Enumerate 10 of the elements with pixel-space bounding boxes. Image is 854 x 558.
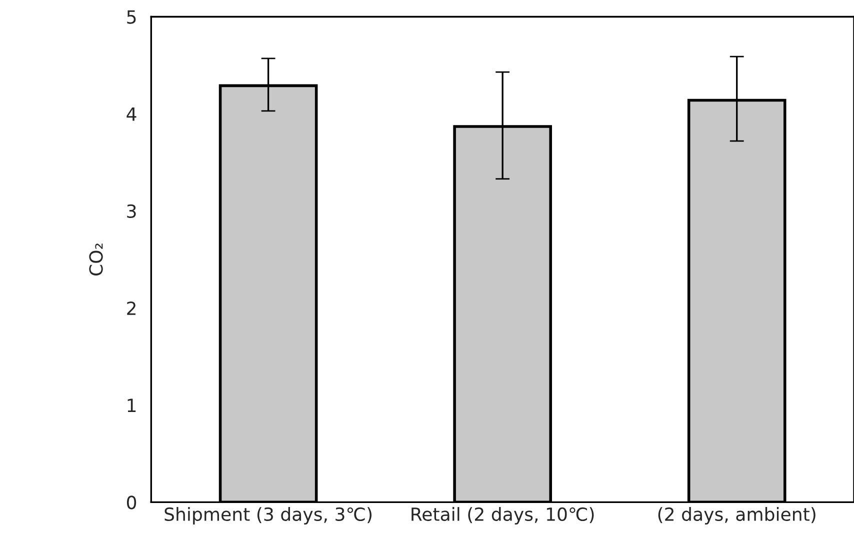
y-tick-label: 0 [126,496,136,510]
x-tick-label: Retail (2 days, 10℃) [412,507,594,525]
y-tick-label: 3 [127,204,136,218]
y-tick-label: 4 [126,108,136,121]
y-tick-label: 5 [127,10,136,24]
y-tick-label: 2 [127,301,136,315]
y-axis-title: CO₂ [89,244,103,276]
x-tick-label: Shipment (3 days, 3℃) [164,507,372,525]
x-tick-label: (2 days, ambient) [658,507,816,525]
y-tick-label: 1 [128,398,136,412]
